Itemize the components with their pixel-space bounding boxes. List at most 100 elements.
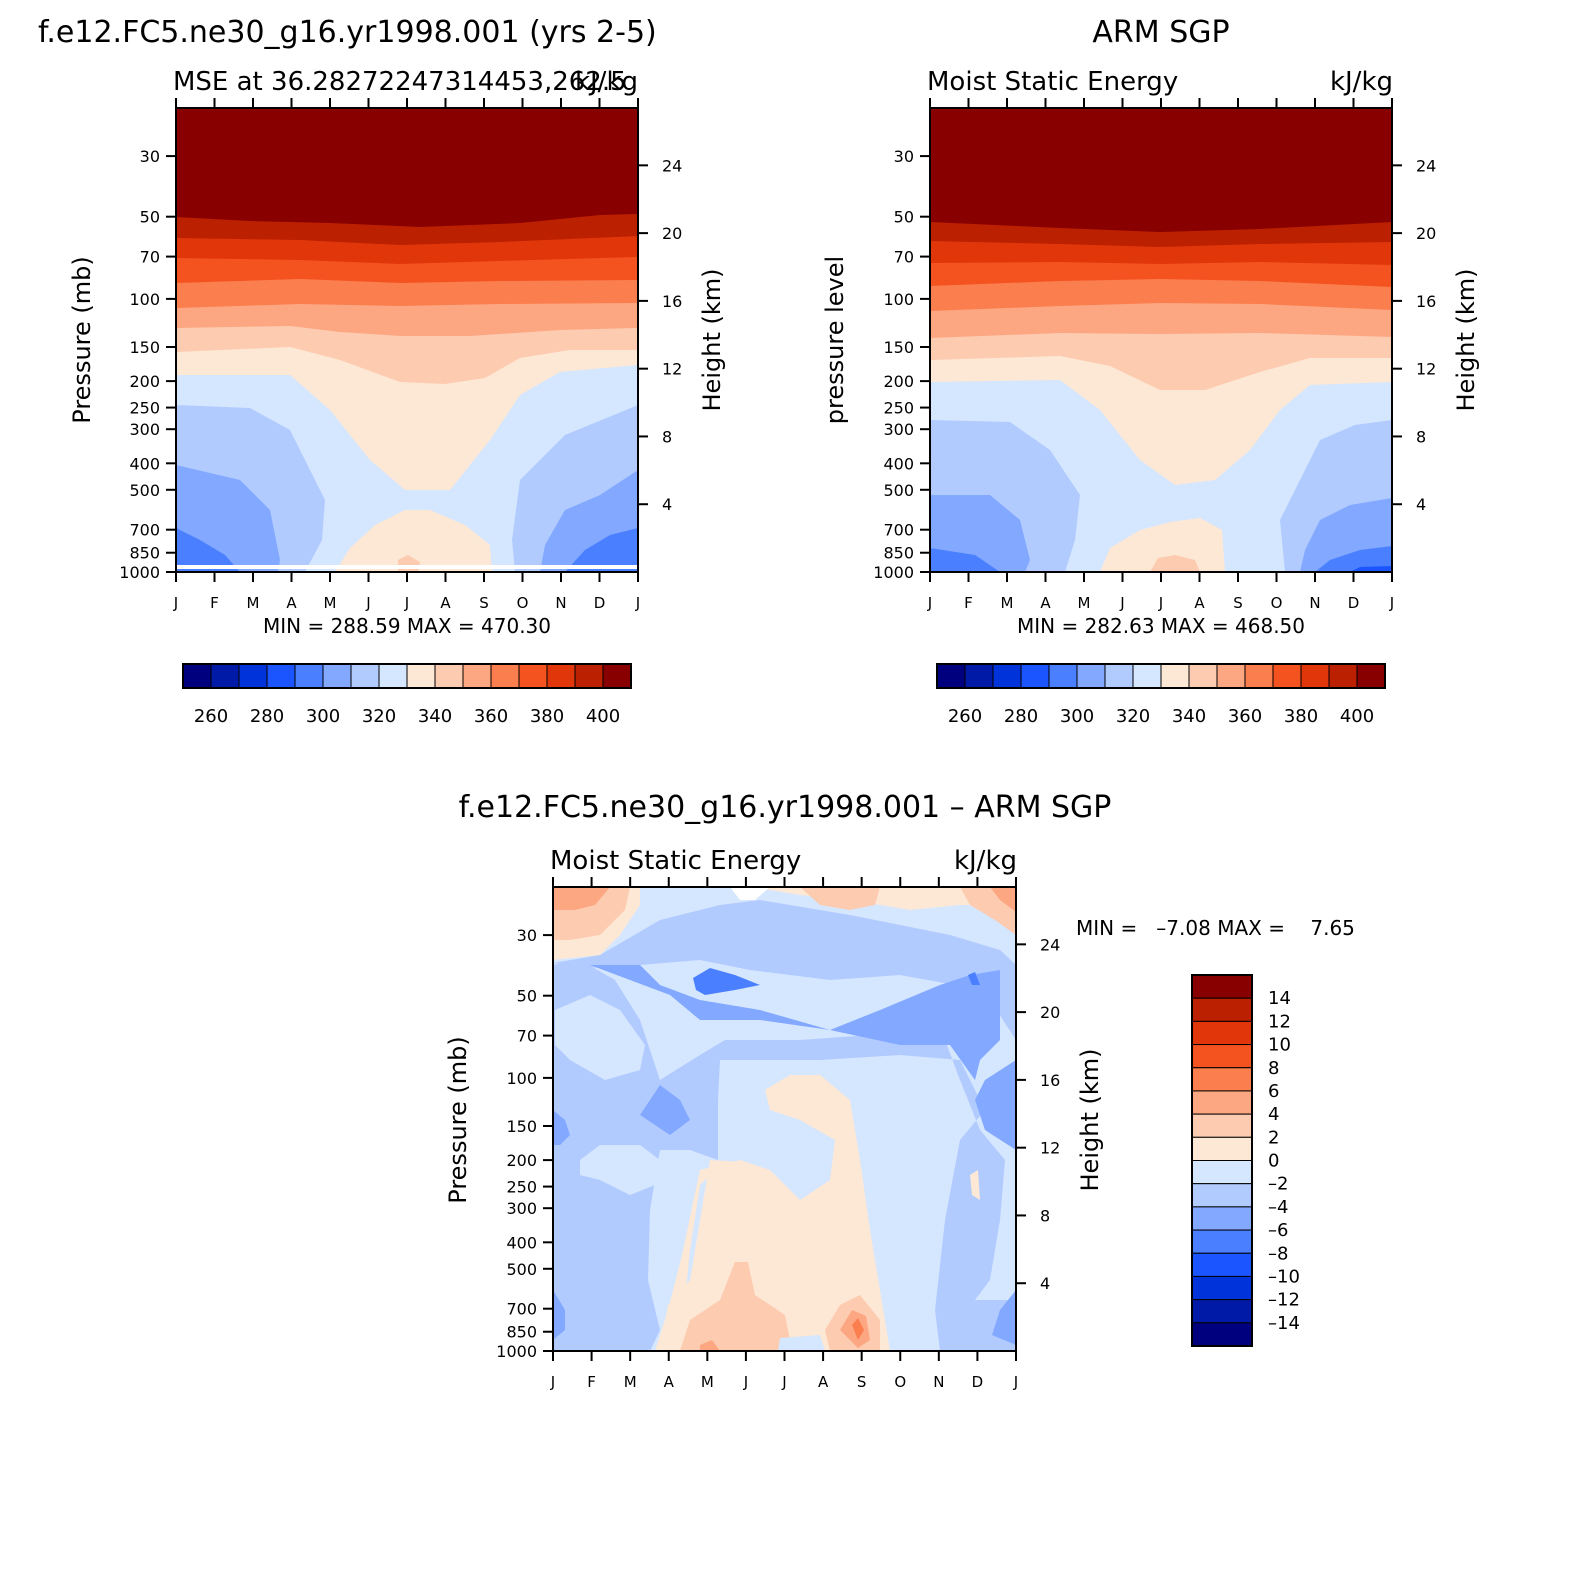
pressure-tick-label: 150 [883,338,914,357]
colorbar-label: 400 [586,706,620,727]
contour-band [565,528,638,572]
pressure-tick-label: 850 [883,544,914,563]
pressure-tick-label: 250 [883,399,914,418]
colorbar-swatch [546,663,576,689]
month-label: M [701,1373,714,1391]
contour-band [640,1085,690,1135]
month-label: D [972,1373,984,1391]
height-tick-label: 20 [662,224,682,243]
colorbar-frame [1191,974,1253,1347]
contour-band [553,1110,570,1145]
colorbar-label: 6 [1268,1081,1279,1102]
height-tick-label: 4 [1040,1274,1050,1293]
pressure-tick-label: 250 [129,399,160,418]
month-label: A [664,1373,675,1391]
colorbar-swatch [1191,1183,1253,1208]
colorbar-frame [182,663,632,689]
panel-obs-units: kJ/kg [1330,67,1393,97]
colorbar-label: 360 [474,706,508,727]
month-label: J [1389,594,1394,612]
colorbar-label: 280 [250,706,284,727]
height-tick-label: 16 [1416,292,1436,311]
colorbar-swatch [1191,997,1253,1022]
colorbar-label: 340 [1172,706,1206,727]
month-label: M [324,594,337,612]
colorbar-swatch [992,663,1022,689]
colorbar-label: –4 [1268,1197,1288,1218]
colorbar-swatch [1020,663,1050,689]
contour-band [590,965,1000,1080]
colorbar-swatch [1328,663,1358,689]
pressure-tick-label: 500 [506,1260,537,1279]
month-label: M [1078,594,1091,612]
pressure-tick-label: 50 [517,987,537,1006]
height-tick-label: 24 [1040,935,1060,954]
colorbar-label: 260 [194,706,228,727]
pressure-tick-label: 500 [129,481,160,500]
pressure-tick-label: 30 [517,926,537,945]
month-label: A [440,594,451,612]
panel-diff-title: f.e12.FC5.ne30_g16.yr1998.001 – ARM SGP [459,790,1112,825]
contour-band [778,1335,825,1351]
height-tick-label: 4 [662,495,672,514]
month-label: S [857,1373,867,1391]
pressure-tick-label: 1000 [873,563,914,582]
pressure-tick-label: 300 [129,420,160,439]
month-label: J [635,594,640,612]
colorbar-swatch [1048,663,1078,689]
month-label: J [550,1373,555,1391]
pressure-tick-label: 300 [883,420,914,439]
pressure-tick-label: 400 [883,454,914,473]
colorbar-label: –14 [1268,1313,1300,1334]
panel-model-minmax: MIN = 288.59 MAX = 470.30 [263,614,551,638]
missing-data-strip [176,565,638,569]
colorbar-swatch [1191,1299,1253,1324]
colorbar-swatch [1191,1067,1253,1092]
colorbar-swatch [1191,1044,1253,1069]
month-label: D [594,594,606,612]
colorbar-label: 320 [362,706,396,727]
month-label: J [743,1373,748,1391]
month-label: A [1040,594,1051,612]
colorbar-swatch [1216,663,1246,689]
month-label: S [1233,594,1243,612]
month-label: A [1194,594,1205,612]
contour-band [553,1290,565,1340]
colorbar-swatch [434,663,464,689]
panel-diff-subtitle: Moist Static Energy [550,846,801,876]
panel-diff-minmax: MIN = –7.08 MAX = 7.65 [1076,916,1355,940]
colorbar-swatch [210,663,240,689]
month-label: N [1309,594,1320,612]
month-label: S [479,594,489,612]
month-label: O [1271,594,1283,612]
month-label: J [365,594,370,612]
colorbar-swatch [1191,974,1253,999]
month-label: M [247,594,260,612]
panel-obs: ARM SGP Moist Static Energy kJ/kg 100085… [821,15,1480,727]
panel-model-units: kJ/kg [575,67,638,97]
height-tick-label: 16 [1040,1071,1060,1090]
contour-band [176,108,638,227]
contour-band [1350,566,1392,572]
colorbar-swatch [1272,663,1302,689]
pressure-tick-label: 500 [883,481,914,500]
colorbar-swatch [1191,1252,1253,1277]
contour-band [693,968,760,995]
month-label: J [927,594,932,612]
colorbar-swatch [182,663,212,689]
contour-band [1150,555,1200,572]
colorbar-swatch [964,663,994,689]
contour-band [992,1290,1016,1345]
pressure-tick-label: 700 [129,521,160,540]
panel-model-ylabel-right: Height (km) [698,269,726,412]
colorbar-swatch [378,663,408,689]
pressure-tick-label: 30 [894,147,914,166]
colorbar-swatch [1191,1136,1253,1161]
month-label: F [587,1373,596,1391]
colorbar-label: –8 [1268,1243,1288,1264]
contour-band [680,1262,790,1351]
contour-band [930,108,1392,232]
